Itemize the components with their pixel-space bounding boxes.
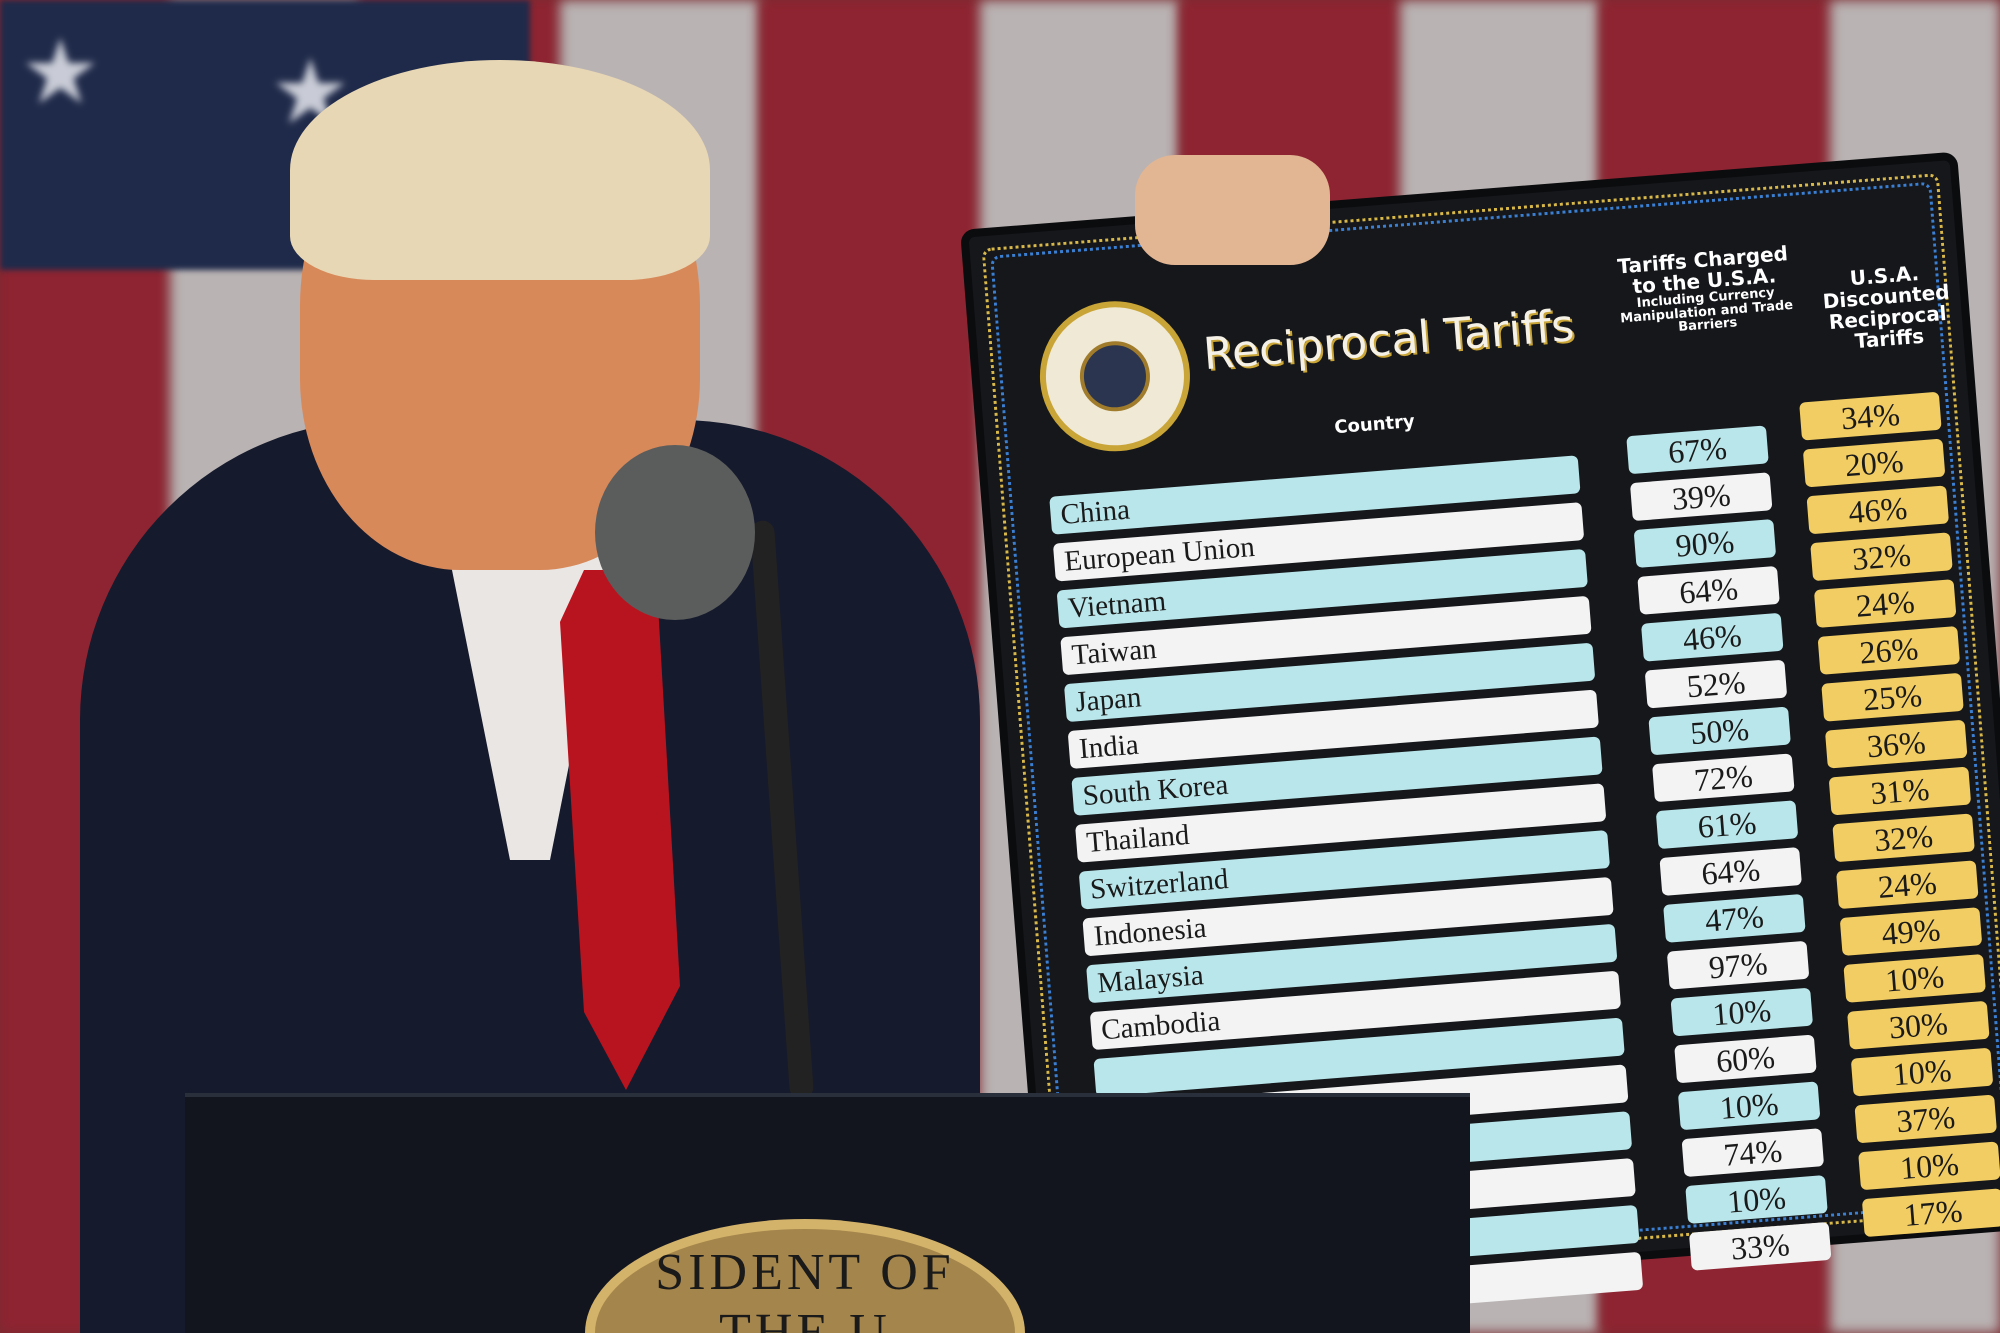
header-reciprocal-tariffs: U.S.A. Discounted Reciprocal Tariffs <box>1821 260 1951 354</box>
header-tariffs-charged: Tariffs Charged to the U.S.A. Including … <box>1612 241 1798 340</box>
microphone <box>595 445 755 620</box>
star-icon: ★ <box>20 24 101 123</box>
person-hand <box>1135 155 1330 265</box>
person-hair <box>290 60 710 280</box>
podium: SIDENT OF THE U <box>185 1093 1470 1333</box>
podium-seal-logo: SIDENT OF THE U <box>585 1219 1025 1333</box>
eagle-icon <box>1077 338 1153 414</box>
podium-seal-text: SIDENT OF THE U <box>655 1244 955 1333</box>
